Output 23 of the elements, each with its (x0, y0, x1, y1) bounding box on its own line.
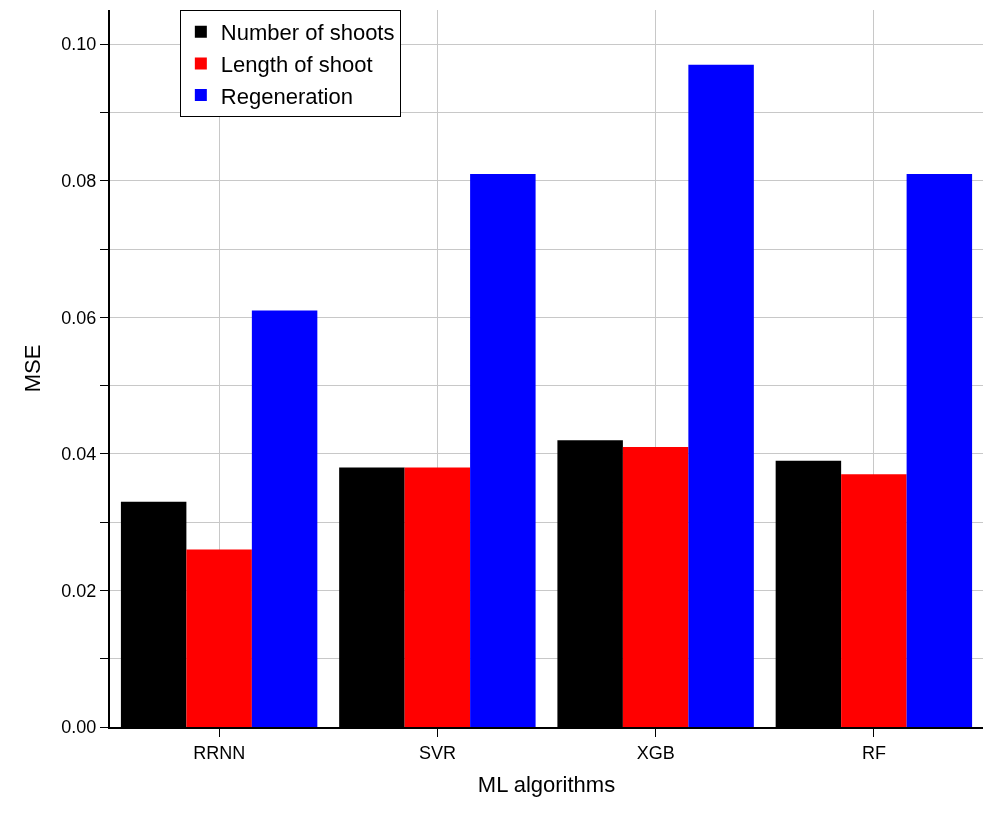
x-tick-label: XGB (636, 742, 675, 763)
y-axis-title: MSE (19, 344, 45, 393)
bar (841, 474, 907, 727)
bar (186, 549, 252, 727)
bar (404, 467, 471, 727)
legend-label: Length of shoot (220, 51, 373, 77)
y-tick-label: 0.10 (61, 34, 97, 55)
bar (688, 64, 754, 727)
x-tick-label: RRNN (193, 742, 246, 763)
bar (251, 310, 318, 727)
x-tick-label: RF (861, 742, 886, 763)
y-tick-label: 0.06 (61, 307, 97, 328)
legend-label: Regeneration (220, 83, 353, 109)
bar (622, 447, 689, 727)
y-tick-label: 0.00 (61, 717, 97, 738)
y-tick-label: 0.02 (61, 580, 97, 601)
legend-label: Number of shoots (220, 20, 395, 46)
bar (470, 173, 536, 727)
y-tick-label: 0.04 (61, 444, 97, 465)
bar (906, 173, 973, 727)
x-tick-label: SVR (418, 742, 456, 763)
x-axis-title: ML algorithms (477, 772, 616, 797)
y-tick-label: 0.08 (61, 171, 97, 192)
